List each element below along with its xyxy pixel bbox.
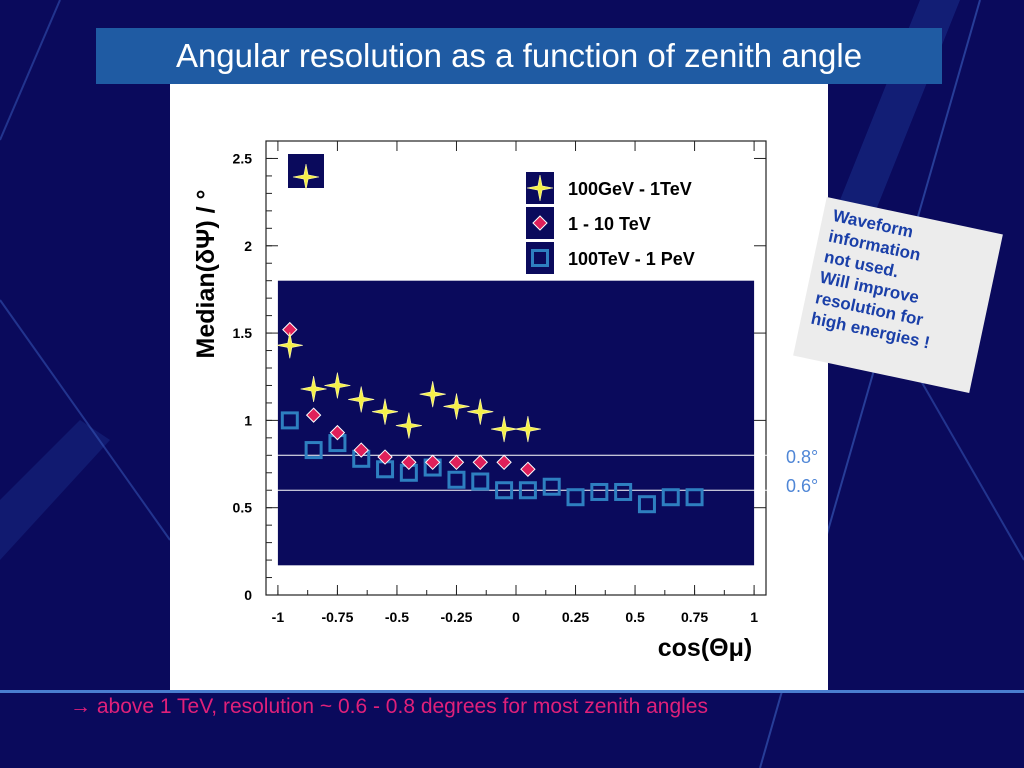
y-tick-label: 0.5 [233, 500, 253, 516]
x-tick-label: 0.75 [681, 609, 708, 625]
data-point-diamond [329, 424, 346, 441]
data-point-square [447, 470, 466, 489]
data-point-diamond [401, 454, 417, 470]
x-tick-label: -0.25 [441, 609, 473, 625]
y-tick-label: 0 [244, 587, 252, 603]
data-point-diamond [472, 454, 488, 470]
x-tick-label: 1 [750, 609, 758, 625]
data-point-star [491, 416, 518, 443]
x-tick-label: 0.25 [562, 609, 589, 625]
legend-label: 100GeV - 1TeV [568, 179, 692, 199]
ref-label-0.8: 0.8° [786, 447, 819, 467]
data-point-square [566, 488, 585, 507]
data-point-square [661, 488, 680, 507]
data-point-square [685, 488, 704, 507]
data-point-star [371, 398, 399, 425]
x-tick-label: -1 [272, 609, 285, 625]
footer-text: above 1 TeV, resolution ~ 0.6 - 0.8 degr… [96, 695, 708, 718]
y-tick-label: 1 [244, 412, 252, 428]
data-point-star [348, 386, 375, 413]
data-point-star [419, 381, 446, 408]
axis-ticks: -1 -0.75 -0.5 -0.25 0 0.25 0.5 0.75 1 0 0.5 1 1.5 2 2.… [233, 141, 766, 625]
legend-marker-star [526, 174, 554, 202]
data-point-diamond [520, 461, 536, 477]
footer-divider [0, 690, 1024, 693]
x-tick-label: 0 [512, 609, 520, 625]
ref-label-0.6: 0.6° [786, 476, 819, 496]
data-point-square [590, 482, 609, 501]
data-marks [276, 163, 704, 514]
data-point-diamond [424, 454, 441, 470]
data-point-square [304, 441, 323, 460]
corner-star-marker [292, 163, 320, 191]
data-point-star [395, 412, 422, 439]
y-tick-label: 2 [244, 238, 252, 254]
data-point-star [443, 393, 470, 420]
x-tick-label: -0.75 [321, 609, 353, 625]
data-point-square [471, 472, 490, 491]
data-point-diamond [496, 454, 512, 470]
data-point-diamond [377, 449, 393, 465]
angular-resolution-chart: -1 -0.75 -0.5 -0.25 0 0.25 0.5 0.75 1 0 0.5 1 1.5 2 2.… [192, 140, 828, 662]
legend-marker-square [531, 249, 549, 267]
y-tick-label: 2.5 [233, 150, 253, 166]
data-point-star [324, 372, 351, 399]
y-tick-label: 1.5 [233, 325, 253, 341]
data-point-star [276, 332, 303, 359]
x-tick-label: -0.5 [385, 609, 409, 625]
legend-label: 100TeV - 1 PeV [568, 249, 695, 269]
y-axis-label: Median(δΨ) / ° [192, 190, 220, 359]
data-point-square [614, 482, 633, 501]
x-tick-label: 0.5 [625, 609, 645, 625]
legend: 100GeV - 1TeV 1 - 10 TeV 100TeV - 1 PeV [526, 172, 695, 274]
data-point-star [514, 416, 541, 443]
arrow-icon: → [70, 695, 91, 718]
footer-caption: → above 1 TeV, resolution ~ 0.6 - 0.8 de… [70, 695, 970, 719]
legend-marker-diamond [532, 215, 548, 231]
data-point-star [300, 375, 327, 403]
data-point-square [637, 495, 656, 514]
data-point-diamond [353, 442, 369, 458]
data-point-diamond [305, 407, 322, 423]
slide-title: Angular resolution as a function of zeni… [96, 28, 942, 84]
data-point-diamond [448, 454, 465, 470]
highlight-region [277, 280, 755, 566]
x-axis-label: cos(Θμ) [658, 634, 752, 662]
legend-label: 1 - 10 TeV [568, 214, 651, 234]
data-point-square [495, 481, 514, 500]
data-point-square [542, 477, 561, 496]
data-point-star [467, 398, 494, 425]
legend-swatch-bg [526, 242, 554, 274]
plot-panel: -1 -0.75 -0.5 -0.25 0 0.25 0.5 0.75 1 0 0.5 1 1.5 2 2.… [170, 84, 828, 692]
data-point-square [518, 481, 537, 500]
data-point-square [280, 411, 299, 430]
